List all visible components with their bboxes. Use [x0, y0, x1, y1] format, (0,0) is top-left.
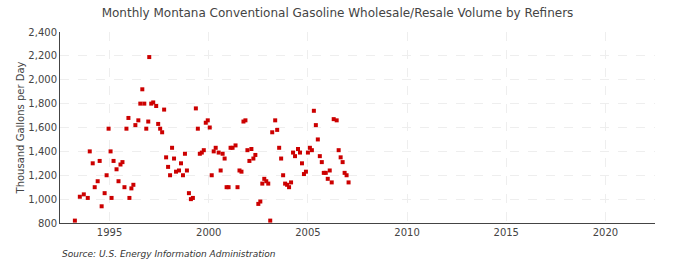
svg-text:1,600: 1,600: [28, 122, 57, 133]
svg-text:Source: U.S. Energy Informatio: Source: U.S. Energy Information Administ…: [62, 249, 276, 259]
svg-text:1,800: 1,800: [28, 98, 57, 109]
svg-text:1,200: 1,200: [28, 170, 57, 181]
svg-text:Monthly Montana Conventional G: Monthly Montana Conventional Gasoline Wh…: [102, 6, 574, 20]
svg-text:Thousand Gallons per Day: Thousand Gallons per Day: [15, 61, 26, 194]
svg-text:2010: 2010: [394, 227, 419, 238]
svg-text:1995: 1995: [97, 227, 122, 238]
svg-text:2,000: 2,000: [28, 74, 57, 85]
svg-text:2020: 2020: [593, 227, 618, 238]
svg-text:2005: 2005: [295, 227, 320, 238]
svg-text:2000: 2000: [196, 227, 221, 238]
svg-text:800: 800: [38, 218, 57, 229]
svg-text:1,400: 1,400: [28, 146, 57, 157]
svg-text:2015: 2015: [494, 227, 519, 238]
svg-text:2,400: 2,400: [28, 27, 57, 38]
svg-text:1,000: 1,000: [28, 194, 57, 205]
svg-text:2,200: 2,200: [28, 50, 57, 61]
